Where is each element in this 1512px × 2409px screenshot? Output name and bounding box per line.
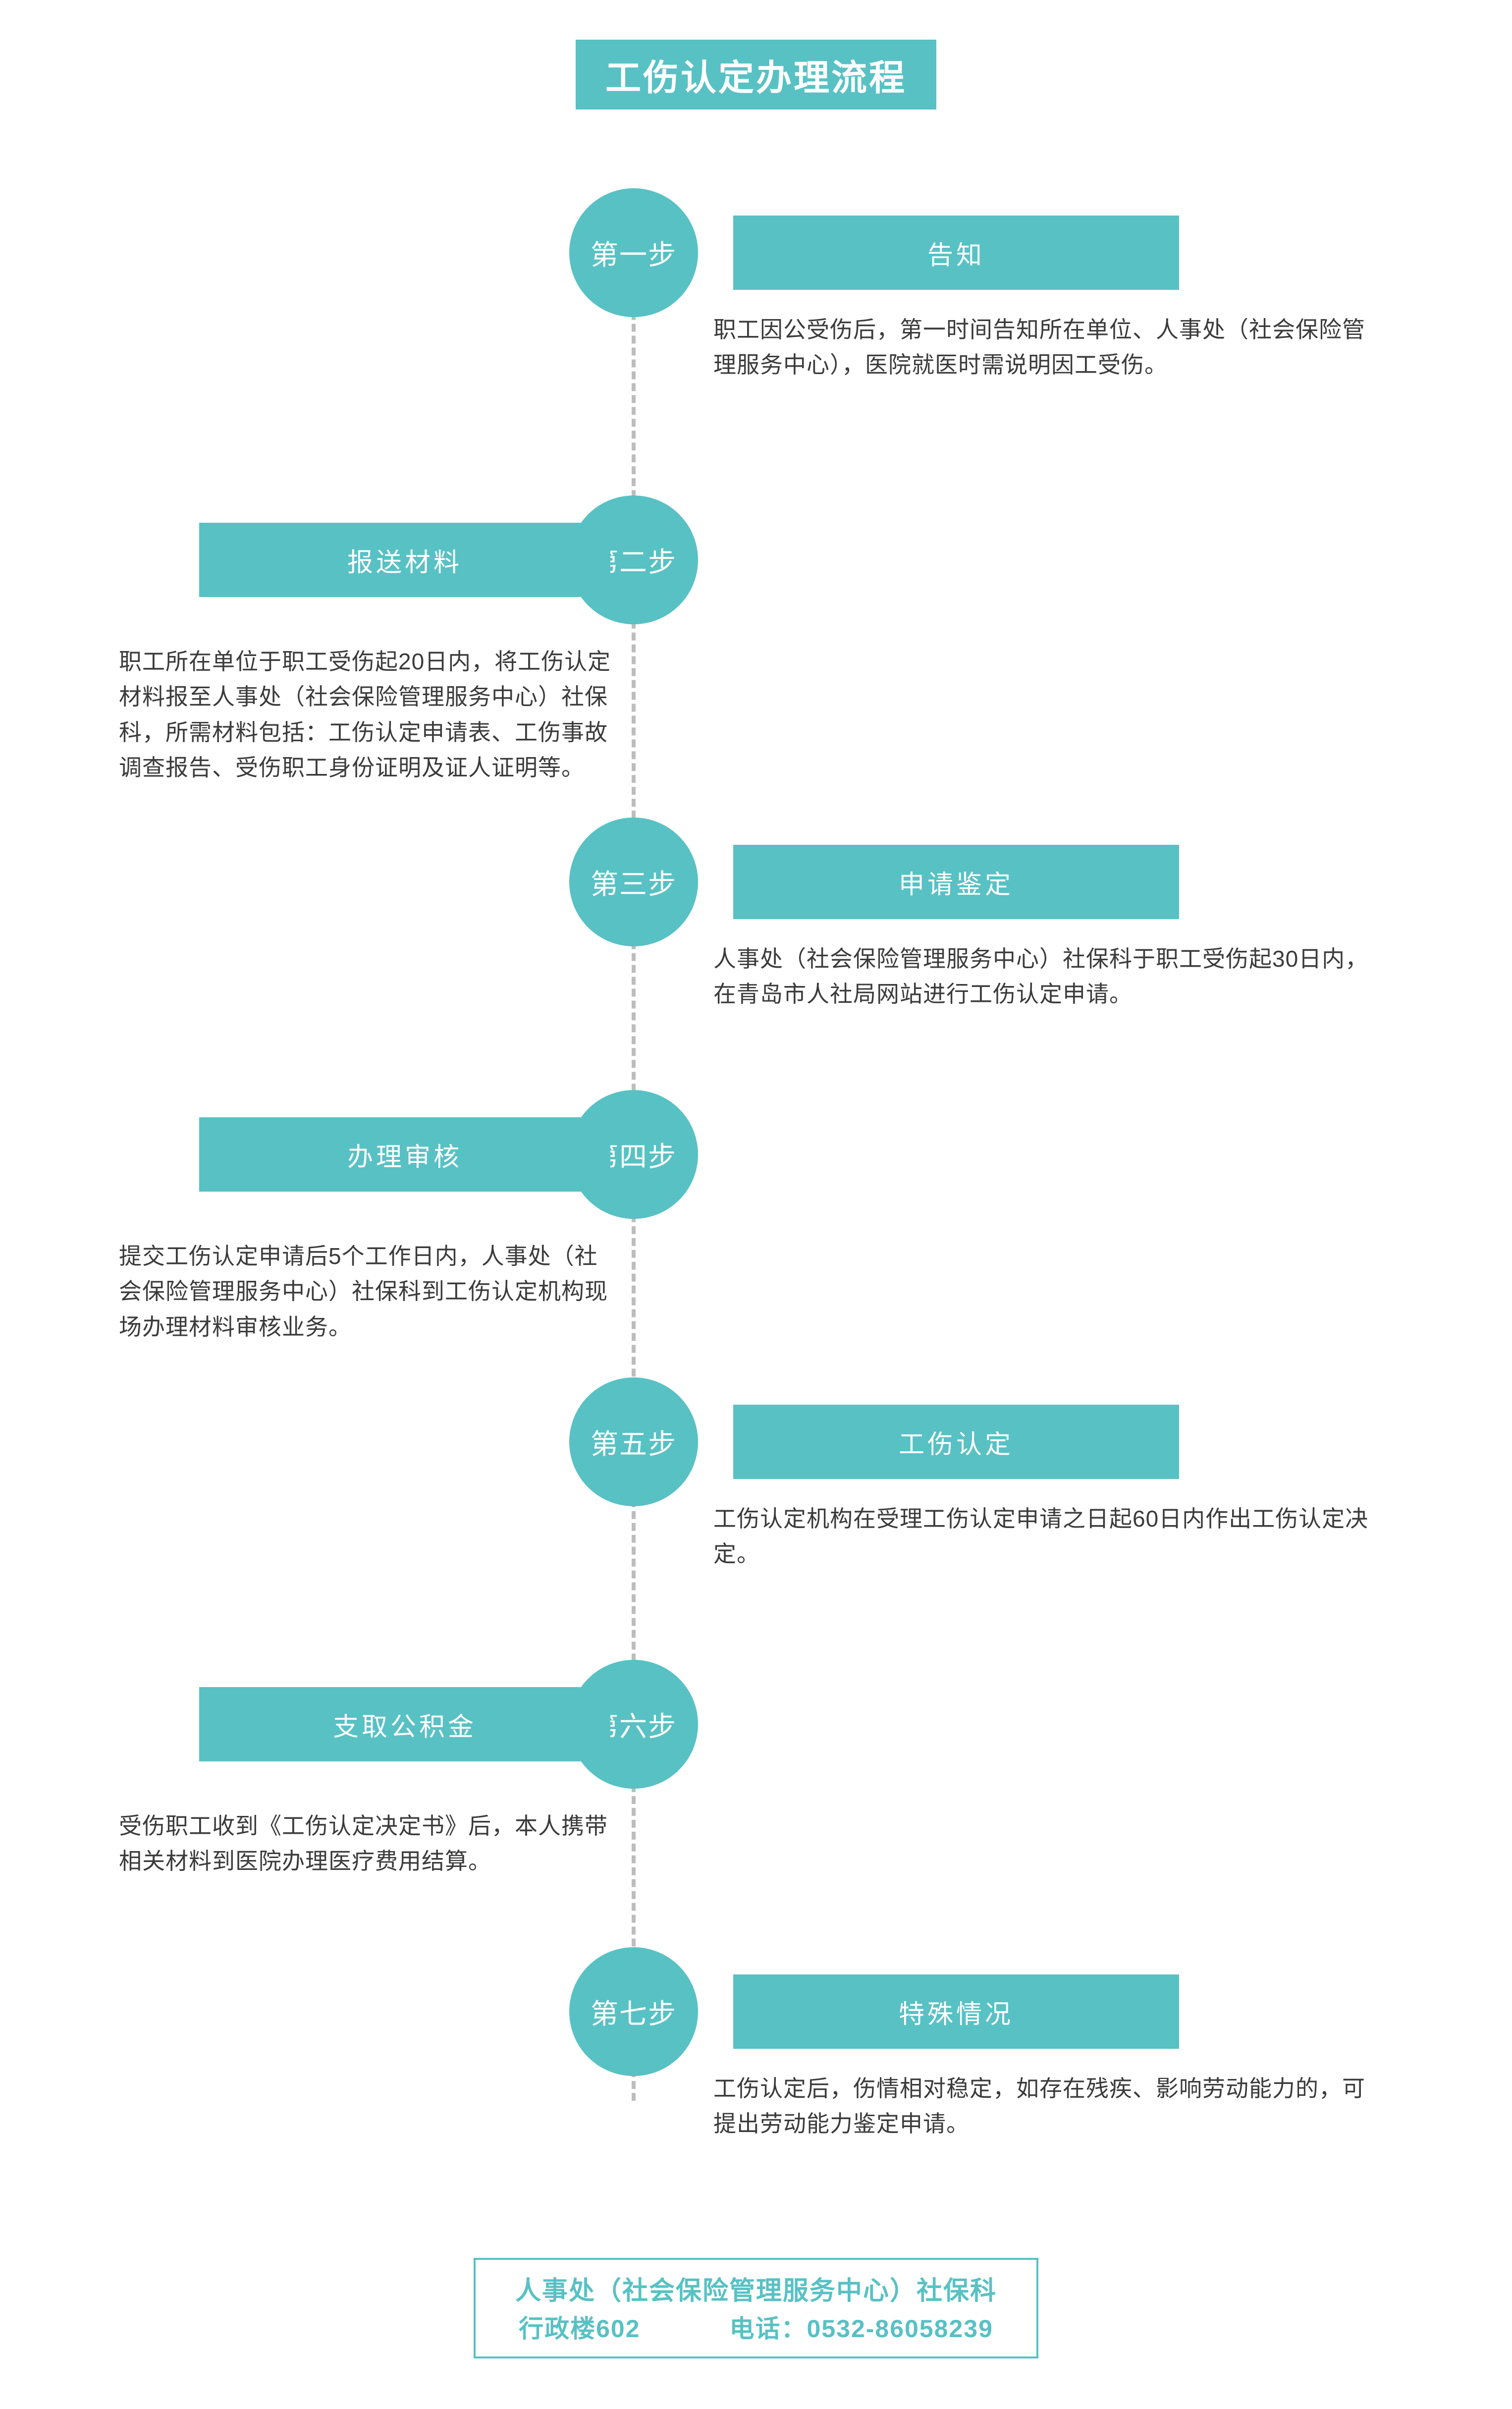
contact-footer: 人事处（社会保险管理服务中心）社保科 行政楼602 电话：0532-8605823… <box>474 2258 1038 2358</box>
step-desc: 工伤认定后，伤情相对稳定，如存在残疾、影响劳动能力的，可提出劳动能力鉴定申请。 <box>713 2071 1382 2142</box>
step-node: 第一步 <box>569 188 698 317</box>
step-desc: 职工所在单位于职工受伤起20日内，将工伤认定材料报至人事处（社会保险管理服务中心… <box>119 644 614 785</box>
footer-location: 行政楼602 <box>519 2315 640 2343</box>
step-desc: 人事处（社会保险管理服务中心）社保科于职工受伤起30日内，在青岛市人社局网站进行… <box>713 941 1382 1012</box>
step-desc: 职工因公受伤后，第一时间告知所在单位、人事处（社会保险管理服务中心），医院就医时… <box>713 312 1382 383</box>
step-desc: 提交工伤认定申请后5个工作日内，人事处（社会保险管理服务中心）社保科到工伤认定机… <box>119 1239 614 1345</box>
step-label: 告知 <box>733 216 1179 290</box>
step-desc: 受伤职工收到《工伤认定决定书》后，本人携带相关材料到医院办理医疗费用结算。 <box>119 1808 614 1879</box>
footer-tel: 0532-86058239 <box>807 2315 993 2343</box>
step-label: 支取公积金 <box>199 1687 610 1761</box>
step-desc: 工伤认定机构在受理工伤认定申请之日起60日内作出工伤认定决定。 <box>713 1501 1382 1572</box>
step-node: 第五步 <box>569 1377 698 1506</box>
step-label: 申请鉴定 <box>733 845 1179 919</box>
step-label: 报送材料 <box>199 523 610 597</box>
footer-contact: 行政楼602 电话：0532-86058239 <box>515 2309 997 2345</box>
step-node: 第七步 <box>569 1947 698 2076</box>
step-label: 特殊情况 <box>733 1974 1179 2049</box>
step-node: 第三步 <box>569 818 698 946</box>
footer-dept: 人事处（社会保险管理服务中心）社保科 <box>515 2270 997 2307</box>
step-label: 工伤认定 <box>733 1405 1179 1479</box>
flowchart-canvas: 工伤认定办理流程 第一步 告知 职工因公受伤后，第一时间告知所在单位、人事处（社… <box>0 30 1512 2358</box>
step-label: 办理审核 <box>199 1117 610 1192</box>
footer-tel-label: 电话： <box>730 2315 807 2343</box>
page-title: 工伤认定办理流程 <box>576 40 936 110</box>
